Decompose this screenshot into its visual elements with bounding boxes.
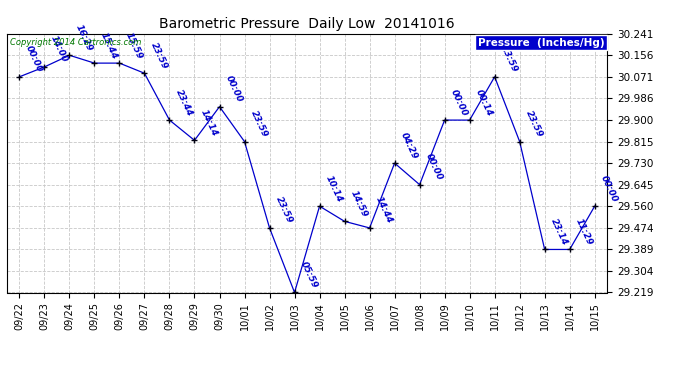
Text: 04:29: 04:29	[399, 130, 419, 160]
Text: 23:44: 23:44	[174, 87, 194, 117]
Text: 00:00: 00:00	[448, 87, 469, 117]
Text: 23:59: 23:59	[148, 41, 169, 70]
Text: 14:00: 14:00	[48, 34, 69, 64]
Text: 23:14: 23:14	[549, 217, 569, 247]
Text: Copyright 2014 Cartronics.com: Copyright 2014 Cartronics.com	[10, 38, 141, 46]
Text: Pressure  (Inches/Hg): Pressure (Inches/Hg)	[477, 38, 604, 48]
Title: Barometric Pressure  Daily Low  20141016: Barometric Pressure Daily Low 20141016	[159, 17, 455, 31]
Text: 00:00: 00:00	[599, 174, 619, 203]
Text: 23:59: 23:59	[274, 195, 294, 225]
Text: 00:00: 00:00	[224, 74, 244, 104]
Text: 10:14: 10:14	[324, 174, 344, 203]
Text: 15:44: 15:44	[99, 31, 119, 60]
Text: 23:59: 23:59	[248, 109, 269, 139]
Text: 23:59: 23:59	[499, 44, 519, 74]
Text: 00:00: 00:00	[23, 44, 44, 74]
Text: 14:59: 14:59	[348, 189, 369, 219]
Text: 15:59: 15:59	[124, 31, 144, 60]
Text: 05:59: 05:59	[299, 260, 319, 290]
Text: 14:44: 14:44	[374, 195, 394, 225]
Text: 23:59: 23:59	[524, 109, 544, 139]
Text: 00:14: 00:14	[474, 87, 494, 117]
Text: 11:29: 11:29	[574, 217, 594, 247]
Text: 16:29: 16:29	[74, 23, 94, 53]
Text: 14:14: 14:14	[199, 108, 219, 138]
Text: 00:00: 00:00	[424, 152, 444, 182]
